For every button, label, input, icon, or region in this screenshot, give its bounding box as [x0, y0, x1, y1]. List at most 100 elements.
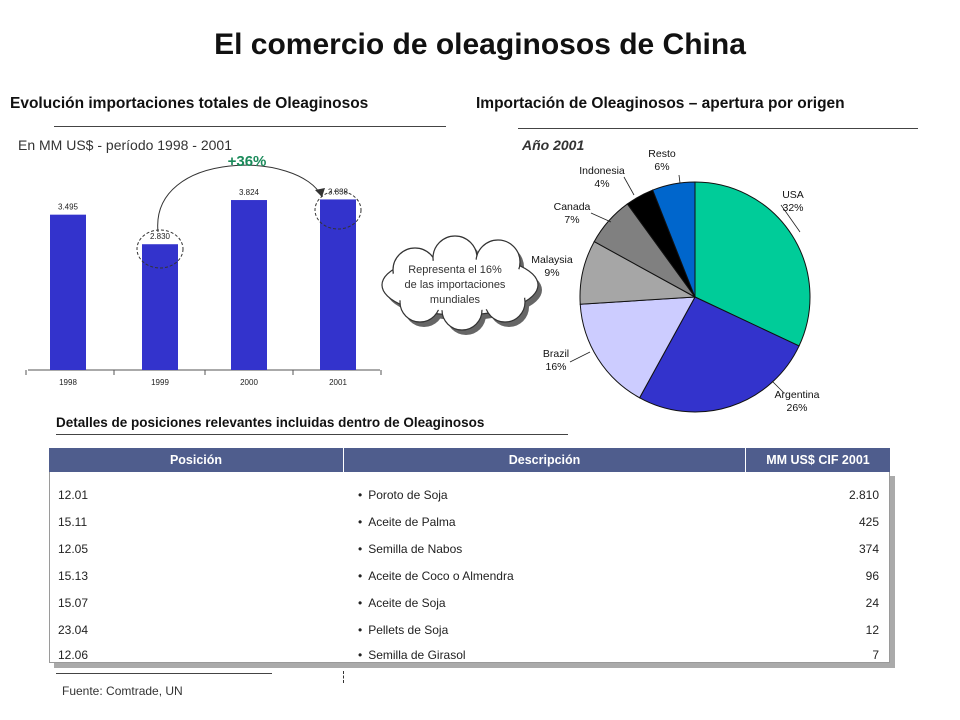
pie-subtitle: Año 2001: [522, 137, 585, 153]
pie-label-name: USA: [782, 189, 804, 201]
cell-descripcion: • Aceite de Soja: [358, 596, 446, 610]
pie-label-name: Argentina: [775, 389, 820, 401]
growth-arrowhead-icon: [315, 188, 325, 197]
cell-descripcion: • Pellets de Soja: [358, 623, 448, 637]
cell-valor: 7: [872, 648, 879, 662]
cell-valor: 12: [865, 623, 879, 637]
cell-descripcion-text: Aceite de Soja: [368, 596, 446, 610]
table-row: 12.05 • Semilla de Nabos 374: [50, 536, 889, 563]
cell-posicion: 15.11: [58, 515, 88, 529]
pie-label-name: Brazil: [543, 348, 569, 360]
page-title: El comercio de oleaginosos de China: [214, 28, 746, 61]
pie-slice-brazil: [579, 296, 696, 399]
bar-value-label: 3.838: [328, 187, 349, 196]
table-section-title: Detalles de posiciones relevantes inclui…: [56, 415, 485, 430]
bar-section-rule: [54, 126, 446, 127]
table-row: 12.01 • Poroto de Soja 2.810: [50, 482, 889, 509]
bar-2000: [231, 200, 267, 370]
cell-valor: 24: [865, 596, 879, 610]
cell-descripcion-text: Semilla de Girasol: [368, 648, 466, 662]
pie-label-percent: 32%: [782, 202, 803, 214]
bullet-icon: •: [358, 648, 363, 662]
table-header: Posición Descripción MM US$ CIF 2001: [49, 448, 890, 472]
charts-canvas: 3.495 1998 2.830 1999 3.824 2000 3.838 2001 +36…: [25, 148, 820, 414]
header-valor: MM US$ CIF 2001: [745, 448, 890, 472]
pie-label-percent: 4%: [594, 178, 609, 190]
bar-subtitle: En MM US$ - período 1998 - 2001: [18, 137, 233, 153]
cell-posicion: 23.04: [58, 623, 89, 637]
pie-label-percent: 26%: [786, 402, 807, 414]
pie-slice-resto: [652, 181, 696, 298]
cell-posicion: 12.01: [58, 488, 89, 502]
table-section-rule: [56, 434, 568, 435]
cell-posicion: 15.07: [58, 596, 89, 610]
cell-descripcion: • Aceite de Palma: [358, 515, 456, 529]
highlight-ellipse-1999: [136, 229, 184, 269]
cell-valor: 425: [858, 515, 879, 529]
pie-label-percent: 6%: [654, 161, 669, 173]
bullet-icon: •: [358, 623, 363, 637]
table-row: 15.11 • Aceite de Palma 425: [50, 509, 889, 536]
pie-leader-line: [623, 176, 635, 196]
x-tick-label: 2001: [329, 378, 347, 387]
bullet-icon: •: [358, 515, 363, 529]
bar-value-label: 2.830: [150, 232, 171, 241]
cell-descripcion: • Semilla de Nabos: [358, 542, 462, 556]
cell-valor: 374: [858, 542, 879, 556]
highlight-ellipse-2001: [314, 190, 362, 230]
bar-1998: [50, 214, 86, 370]
cell-descripcion-text: Aceite de Coco o Almendra: [368, 569, 514, 583]
table-row: 23.04 • Pellets de Soja 12: [50, 617, 889, 644]
bullet-icon: •: [358, 488, 363, 502]
cell-descripcion-text: Poroto de Soja: [368, 488, 448, 502]
x-tick-label: 2000: [240, 378, 258, 387]
cell-descripcion: • Poroto de Soja: [358, 488, 448, 502]
table-row: 12.06 • Semilla de Girasol 7: [50, 642, 889, 669]
cell-descripcion-text: Semilla de Nabos: [368, 542, 463, 556]
bullet-icon: •: [358, 596, 363, 610]
pie-leader-line: [590, 212, 612, 223]
bar-value-label: 3.824: [239, 188, 260, 197]
positions-table: 12.01 • Poroto de Soja 2.810 15.11 • Aceite de…: [49, 471, 890, 663]
pie-leader-line: [678, 174, 681, 184]
cell-descripcion-text: Aceite de Palma: [368, 515, 456, 529]
pie-leader-line: [569, 351, 591, 363]
growth-label: +36%: [228, 153, 267, 170]
cell-valor: 2.810: [848, 488, 879, 502]
bar-1999: [142, 244, 178, 370]
pie-section-rule: [518, 128, 918, 129]
cell-posicion: 12.05: [58, 542, 89, 556]
footer-tick: [343, 671, 345, 683]
bar-chart: 3.495 1998 2.830 1999 3.824 2000 3.838 2001: [25, 187, 382, 387]
bar-value-label: 3.495: [58, 203, 79, 212]
cell-descripcion: • Aceite de Coco o Almendra: [358, 569, 514, 583]
source-rule: [56, 673, 272, 674]
pie-leader-line: [780, 204, 801, 233]
source-note: Fuente: Comtrade, UN: [62, 684, 183, 698]
table-row: 15.07 • Aceite de Soja 24: [50, 590, 889, 617]
callout-cloud: Representa el 16% de las importaciones m…: [381, 235, 542, 335]
pie-section-title: Importación de Oleaginosos – apertura po…: [476, 95, 845, 112]
cell-descripcion-text: Pellets de Soja: [368, 623, 449, 637]
bullet-icon: •: [358, 542, 363, 556]
callout-line-2: de las importaciones: [405, 279, 506, 291]
bar-2001: [320, 199, 356, 370]
bar-section-title: Evolución importaciones totales de Oleag…: [10, 95, 369, 112]
pie-label-name: Malaysia: [531, 254, 573, 266]
pie-label-name: Indonesia: [579, 165, 625, 177]
x-tick-label: 1999: [151, 378, 169, 387]
pie-leader-line: [771, 380, 785, 394]
pie-label-percent: 9%: [544, 267, 559, 279]
pie-label-name: Canada: [554, 201, 591, 213]
cell-posicion: 12.06: [58, 648, 89, 662]
table-row: 15.13 • Aceite de Coco o Almendra 96: [50, 563, 889, 590]
growth-arc: +36%: [136, 153, 362, 269]
header-descripcion: Descripción: [343, 448, 745, 472]
pie-label-percent: 7%: [564, 214, 579, 226]
pie-slice-usa: [694, 181, 811, 347]
growth-arc-line: [157, 164, 323, 233]
cell-descripcion: • Semilla de Girasol: [358, 648, 466, 662]
bullet-icon: •: [358, 569, 363, 583]
x-tick-label: 1998: [59, 378, 77, 387]
